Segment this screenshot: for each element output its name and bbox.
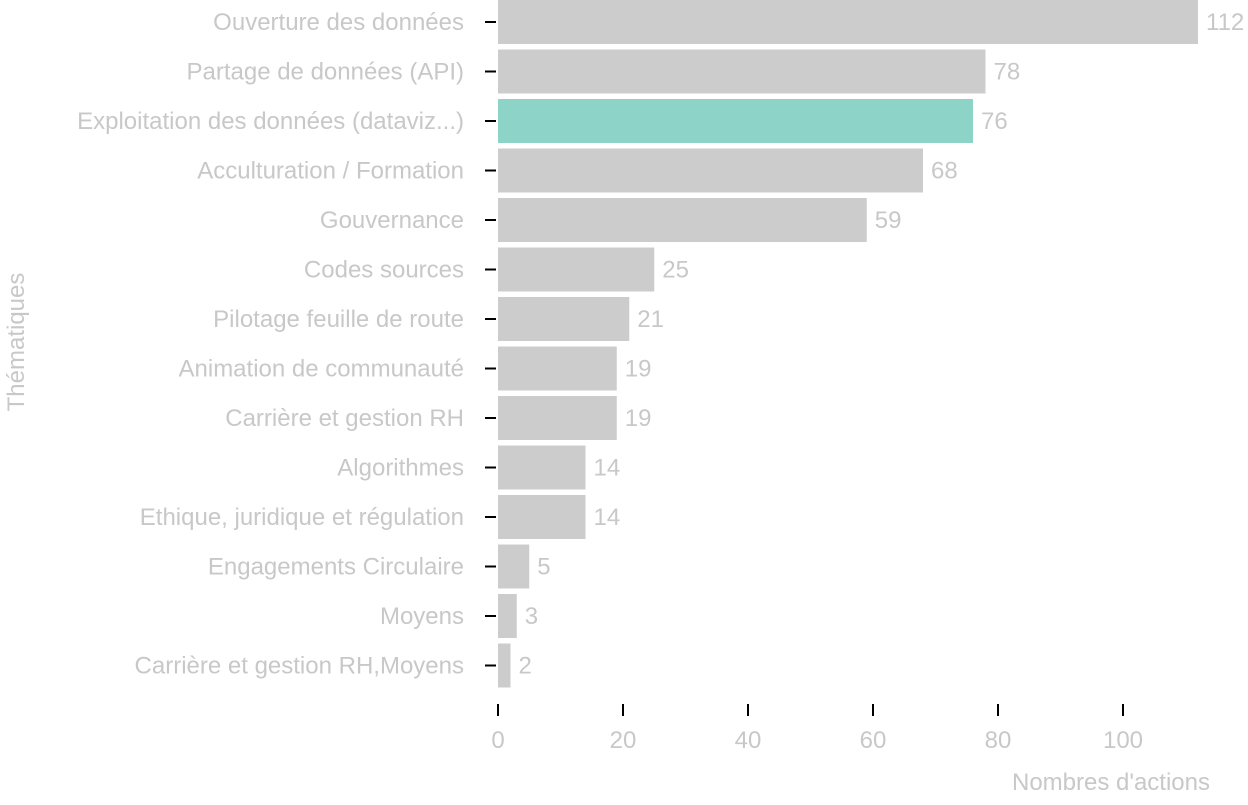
bar	[498, 49, 986, 94]
value-label: 19	[625, 356, 652, 383]
category-label: Carrière et gestion RH	[225, 405, 464, 432]
category-label: Pilotage feuille de route	[213, 306, 464, 333]
category-label: Animation de communauté	[179, 356, 465, 383]
category-label: Exploitation des données (dataviz...)	[77, 108, 464, 135]
value-label: 78	[994, 59, 1021, 86]
category-label: Partage de données (API)	[186, 59, 464, 86]
category-label: Gouvernance	[320, 207, 464, 234]
value-label: 19	[625, 405, 652, 432]
bar	[498, 0, 1198, 44]
value-label: 14	[594, 455, 621, 482]
y-axis-ticks	[485, 21, 496, 667]
category-label: Moyens	[380, 603, 464, 630]
value-label: 68	[931, 158, 958, 185]
bar	[498, 346, 617, 391]
value-label: 76	[981, 108, 1008, 135]
category-label: Carrière et gestion RH,Moyens	[135, 653, 464, 680]
bar	[498, 297, 630, 341]
category-label: Ouverture des données	[213, 9, 464, 36]
category-label: Acculturation / Formation	[197, 158, 464, 185]
bar	[498, 148, 923, 193]
value-label: 112	[1206, 9, 1244, 36]
bar	[498, 594, 517, 638]
bar	[498, 99, 973, 143]
bar	[498, 247, 655, 292]
bars-layer	[498, 0, 1198, 688]
value-label: 3	[525, 603, 538, 630]
value-label: 2	[519, 653, 532, 680]
x-tick-label: 100	[1103, 727, 1143, 754]
value-label: 5	[537, 554, 550, 581]
bar	[498, 495, 586, 539]
bar	[498, 544, 530, 589]
x-tick-label: 40	[735, 727, 762, 754]
x-axis-title: Nombres d'actions	[1012, 769, 1210, 796]
value-label: 21	[637, 306, 664, 333]
category-label: Algorithmes	[337, 455, 464, 482]
x-tick-label: 60	[860, 727, 887, 754]
value-label: 14	[594, 504, 621, 531]
category-labels: Ouverture des données Partage de données …	[77, 9, 464, 680]
x-tick-label: 80	[985, 727, 1012, 754]
x-tick-label: 20	[610, 727, 637, 754]
bar	[498, 445, 586, 490]
bar	[498, 396, 617, 440]
category-label: Ethique, juridique et régulation	[140, 504, 464, 531]
x-tick-label: 0	[491, 727, 504, 754]
x-axis: 0 20 40 60 80 100	[491, 704, 1143, 754]
category-label: Engagements Circulaire	[208, 554, 464, 581]
value-label: 25	[662, 257, 689, 284]
value-label: 59	[875, 207, 902, 234]
category-label: Codes sources	[304, 257, 464, 284]
bar	[498, 198, 867, 242]
y-axis-title: Thématiques	[3, 273, 30, 412]
bar	[498, 643, 511, 688]
